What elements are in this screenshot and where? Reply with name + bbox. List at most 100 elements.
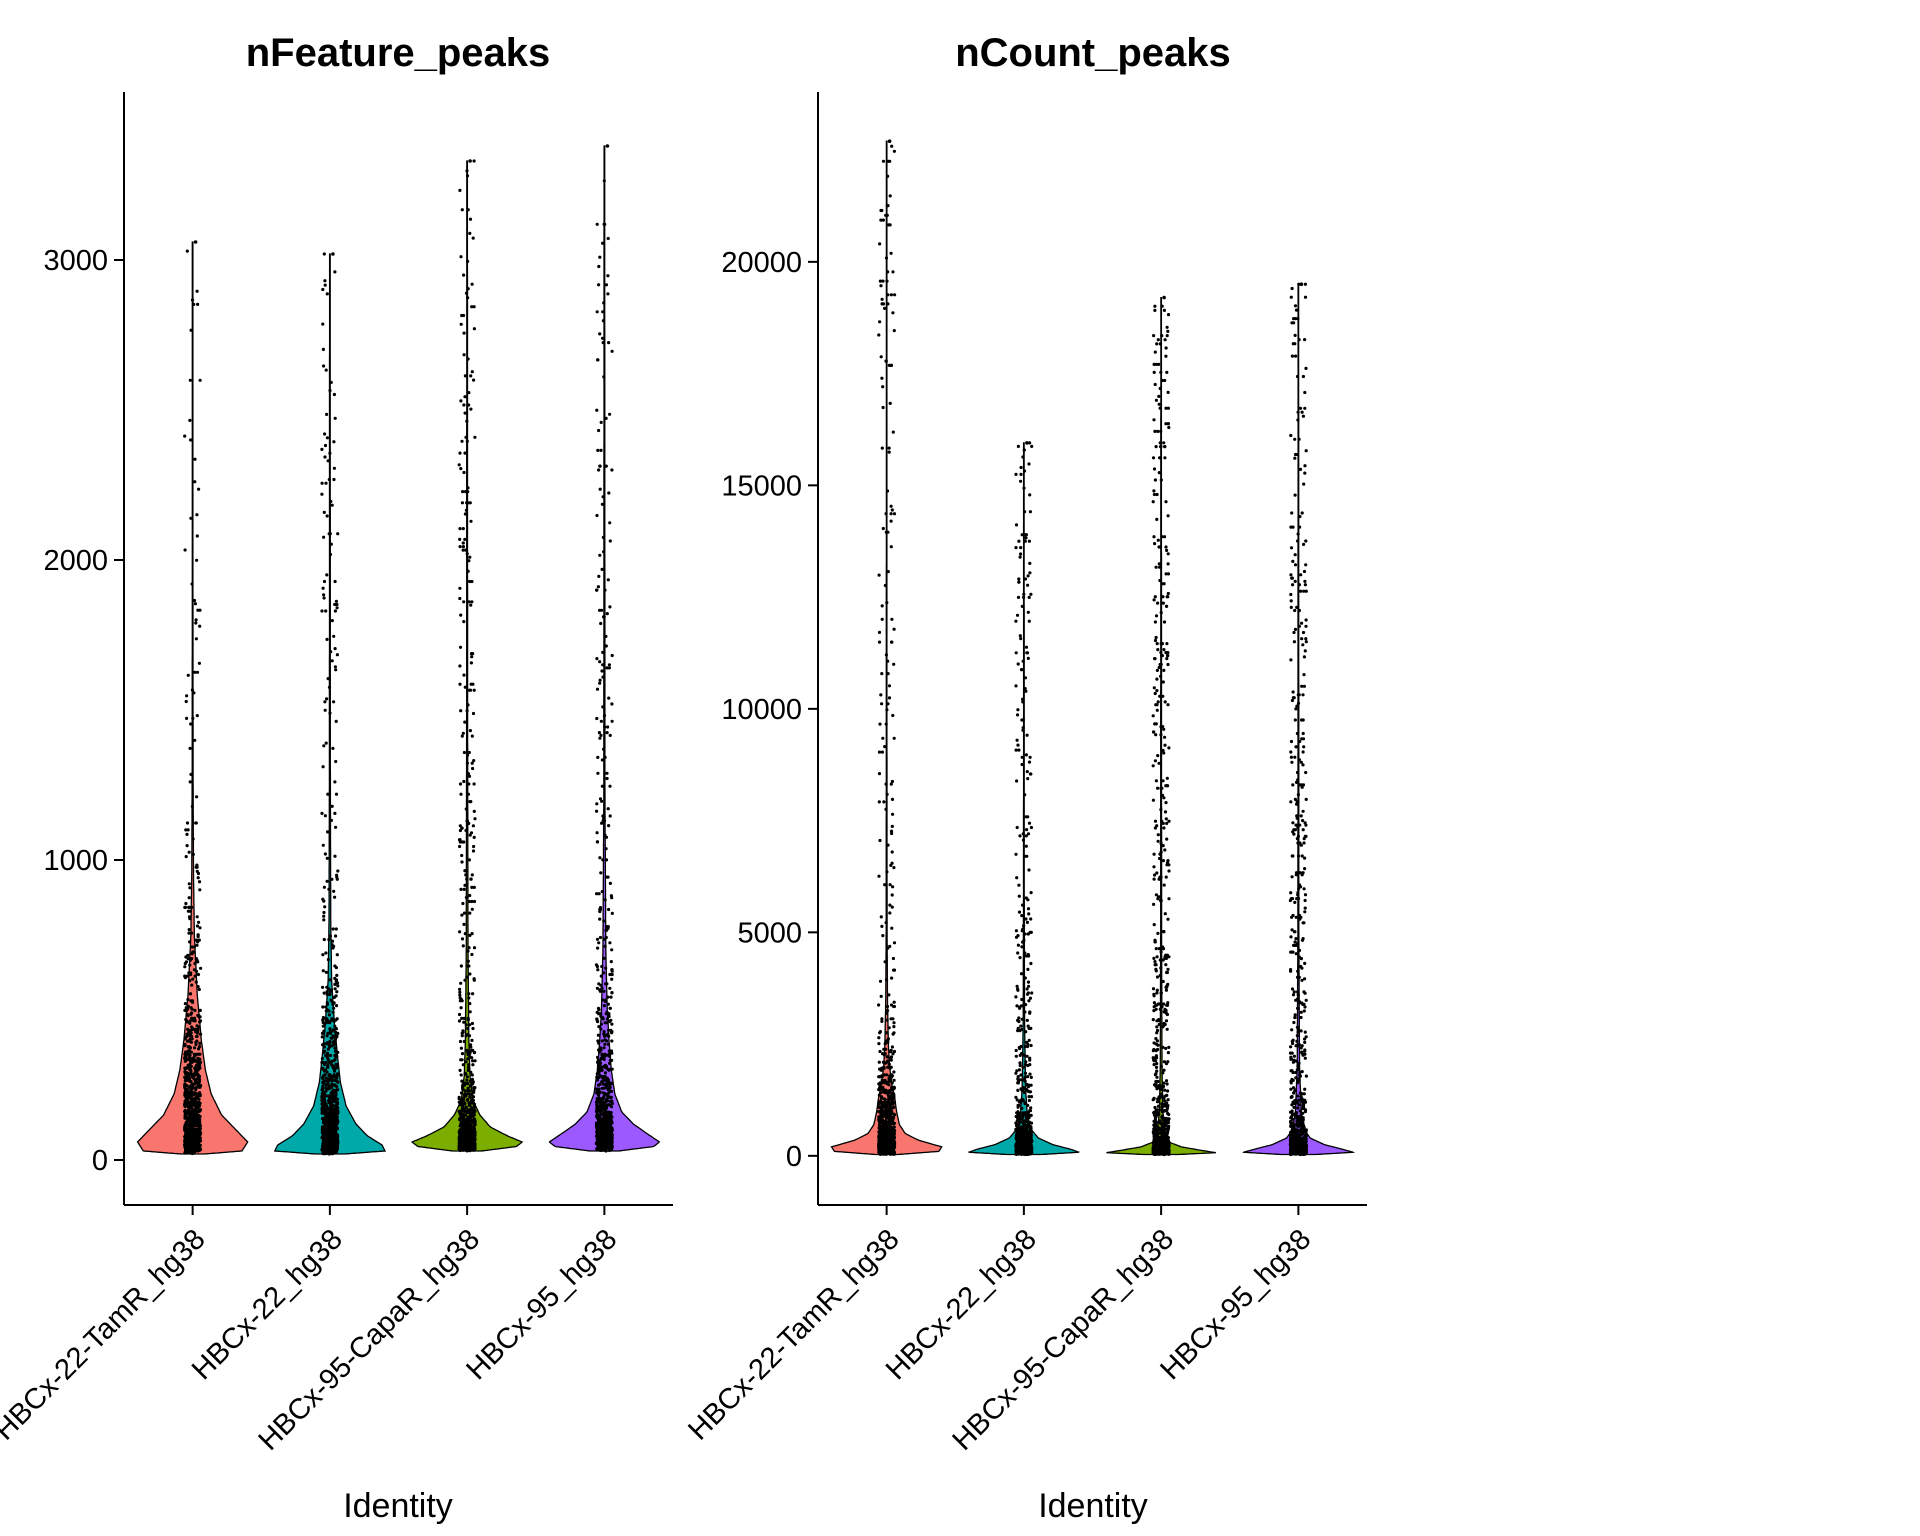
cell-point — [887, 1062, 891, 1066]
cell-point — [887, 446, 891, 450]
cell-point — [886, 659, 890, 663]
cell-point — [885, 708, 889, 712]
cell-point — [195, 714, 199, 718]
cell-point — [184, 855, 188, 859]
cell-point — [595, 588, 599, 592]
cell-point — [605, 928, 609, 932]
cell-point — [891, 1151, 895, 1155]
cell-point — [187, 915, 192, 919]
cell-point — [598, 608, 602, 612]
cell-point — [473, 1086, 477, 1090]
cell-point — [196, 940, 200, 944]
cell-point — [461, 527, 465, 531]
cell-point — [889, 829, 894, 833]
cell-point — [467, 774, 472, 778]
cell-point — [466, 296, 470, 300]
cell-point — [184, 1120, 188, 1124]
cell-point — [610, 1143, 614, 1147]
cell-point — [463, 685, 467, 689]
cell-point — [879, 994, 883, 999]
cell-point — [458, 664, 462, 668]
cell-point — [885, 1128, 889, 1132]
cell-point — [328, 532, 332, 536]
violin-body — [410, 160, 524, 1152]
cell-point — [459, 322, 463, 326]
cell-point — [600, 1097, 604, 1101]
x-axis-title: Identity — [343, 1487, 453, 1525]
cell-point — [892, 1112, 896, 1116]
cell-point — [334, 1130, 338, 1134]
cell-point — [878, 1126, 882, 1131]
cell-point — [606, 1002, 610, 1006]
cell-point — [471, 1095, 476, 1099]
cell-point — [332, 440, 336, 444]
cell-point — [188, 1090, 192, 1094]
cell-point — [597, 264, 601, 269]
cell-point — [473, 1130, 477, 1134]
cell-point — [327, 477, 331, 482]
cell-point — [605, 144, 610, 148]
y-tick-label: 0 — [92, 1145, 108, 1177]
cell-point — [887, 139, 892, 143]
cell-point — [464, 807, 468, 811]
cell-point — [892, 1136, 896, 1140]
cell-point — [469, 603, 473, 607]
cell-point — [468, 1084, 472, 1088]
cell-point — [189, 1093, 193, 1097]
cell-point — [602, 375, 606, 379]
cell-point — [328, 1137, 333, 1141]
cell-point — [595, 1121, 599, 1125]
cell-point — [335, 1034, 339, 1038]
cell-point — [607, 1087, 611, 1091]
cell-point — [601, 1135, 606, 1139]
cell-point — [457, 1012, 462, 1017]
cell-point — [892, 1070, 896, 1074]
cell-point — [460, 1052, 465, 1056]
cell-point — [198, 1057, 202, 1061]
cell-point — [188, 886, 192, 890]
cell-point — [190, 1073, 194, 1077]
cell-point — [322, 1101, 326, 1105]
cell-point — [470, 952, 474, 957]
cell-point — [193, 1046, 197, 1050]
cell-point — [881, 1125, 885, 1129]
cell-point — [892, 1000, 896, 1004]
cell-point — [191, 1056, 196, 1060]
cell-point — [600, 1086, 604, 1090]
cell-point — [884, 1031, 888, 1035]
cell-point — [595, 892, 599, 896]
cell-point — [320, 1057, 324, 1061]
cell-point — [333, 1090, 337, 1094]
cell-point — [466, 1053, 470, 1057]
cell-point — [458, 987, 462, 991]
cell-point — [195, 1072, 199, 1077]
cell-point — [187, 1149, 191, 1153]
cell-point — [458, 451, 462, 455]
cell-point — [183, 1079, 187, 1083]
cell-point — [469, 661, 473, 665]
cell-point — [890, 508, 894, 512]
cell-point — [607, 824, 611, 828]
cell-point — [1028, 755, 1032, 759]
cell-point — [892, 1086, 897, 1090]
cell-point — [333, 609, 337, 613]
violin-HBCx-22-TamR_hg38 — [830, 139, 943, 1156]
cell-point — [461, 944, 465, 948]
cell-point — [325, 436, 329, 440]
cell-point — [458, 188, 462, 192]
cell-point — [184, 1019, 189, 1023]
cell-point — [458, 1135, 462, 1139]
cell-point — [610, 1039, 614, 1043]
cell-point — [195, 1063, 199, 1067]
cell-point — [470, 1073, 474, 1077]
cell-point — [189, 1140, 193, 1144]
cell-point — [464, 1034, 468, 1038]
cell-point — [889, 1102, 893, 1107]
cell-point — [599, 1056, 604, 1060]
cell-point — [459, 709, 463, 713]
cell-point — [597, 731, 602, 735]
cell-point — [471, 992, 475, 996]
cell-point — [880, 750, 885, 754]
cell-point — [333, 665, 337, 669]
cell-point — [471, 1059, 475, 1063]
